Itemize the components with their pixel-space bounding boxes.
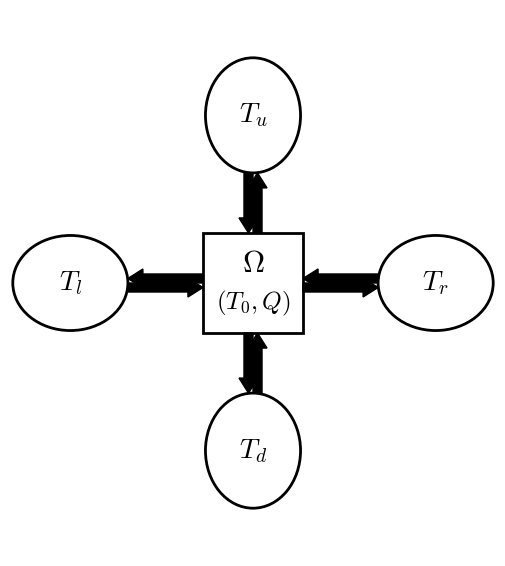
Text: $T_l$: $T_l$ — [59, 269, 82, 297]
Bar — [203, 233, 302, 333]
FancyArrow shape — [128, 278, 203, 297]
FancyArrow shape — [238, 333, 258, 393]
Ellipse shape — [205, 393, 300, 508]
Text: $T_d$: $T_d$ — [238, 436, 267, 465]
Ellipse shape — [205, 58, 300, 173]
FancyArrow shape — [302, 278, 377, 297]
Text: $T_r$: $T_r$ — [422, 269, 448, 297]
FancyArrow shape — [302, 269, 377, 288]
Ellipse shape — [377, 235, 492, 331]
Text: $\Omega$: $\Omega$ — [241, 250, 264, 278]
Text: $(T_0,Q)$: $(T_0,Q)$ — [215, 289, 290, 318]
FancyArrow shape — [238, 173, 258, 233]
FancyArrow shape — [128, 269, 203, 288]
Text: $T_u$: $T_u$ — [238, 101, 267, 130]
FancyArrow shape — [247, 333, 267, 393]
Ellipse shape — [13, 235, 128, 331]
FancyArrow shape — [247, 173, 267, 233]
